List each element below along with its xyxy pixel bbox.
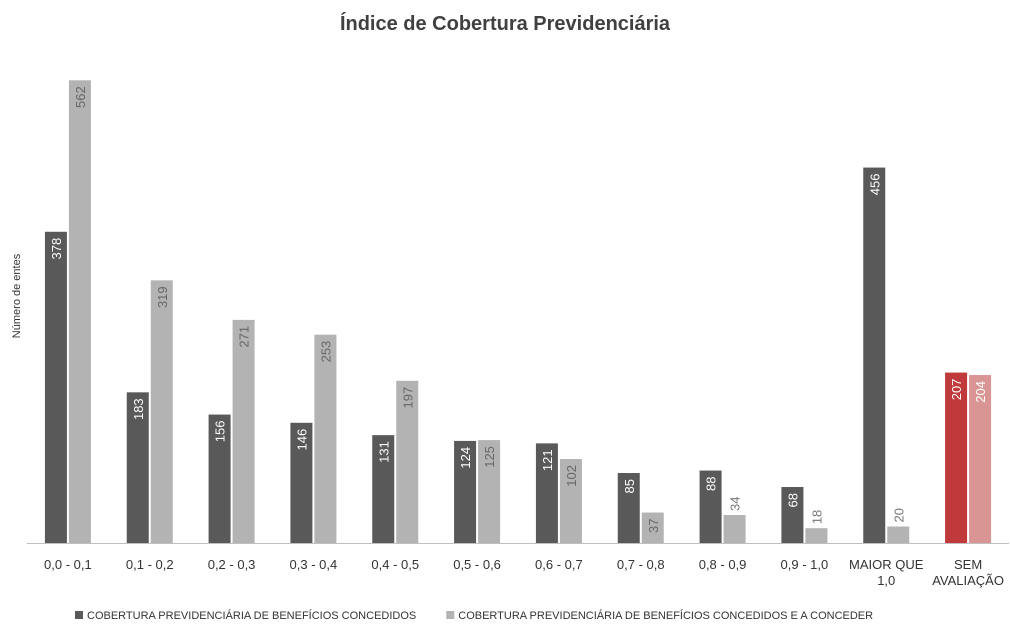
value-label: 378 [49, 238, 64, 260]
bar [372, 435, 395, 543]
value-label: 125 [482, 446, 497, 468]
bar [805, 528, 828, 543]
legend-swatch [446, 611, 455, 619]
bar [232, 319, 255, 543]
x-tick-label: SEM AVALIAÇÃO [932, 557, 1004, 588]
x-tick-label: 0,2 - 0,3 [207, 557, 256, 572]
value-label: 34 [728, 497, 743, 511]
x-tick-label: 0,4 - 0,5 [371, 557, 420, 572]
value-label: 131 [376, 441, 391, 463]
bar [396, 380, 419, 543]
legend-label: COBERTURA PREVIDENCIÁRIA DE BENEFÍCIOS C… [87, 609, 416, 622]
value-label: 18 [809, 510, 824, 524]
value-label: 37 [646, 519, 661, 533]
x-tick-label: 0,9 - 1,0 [780, 557, 829, 572]
x-tick-label: 0,1 - 0,2 [125, 557, 174, 572]
bar [314, 334, 337, 543]
bar [44, 231, 67, 543]
value-label: 207 [949, 379, 964, 401]
bar [723, 515, 746, 543]
bar [126, 392, 149, 543]
bar [535, 443, 558, 543]
value-label: 102 [564, 465, 579, 487]
chart-title: Índice de Cobertura Previdenciária [340, 12, 671, 35]
value-label: 68 [785, 493, 800, 507]
bar [150, 280, 173, 543]
x-tick-label: 0,0 - 0,1 [44, 557, 92, 572]
value-label: 146 [294, 429, 309, 451]
value-label: 156 [213, 421, 228, 443]
value-label: 562 [73, 86, 88, 108]
bar [641, 512, 664, 543]
bar [68, 80, 91, 543]
bar [781, 487, 804, 543]
value-label: 20 [891, 508, 906, 522]
bar [863, 167, 886, 543]
legend-label: COBERTURA PREVIDENCIÁRIA DE BENEFÍCIOS C… [458, 609, 873, 622]
x-tick-label: 0,5 - 0,6 [453, 557, 501, 572]
value-label: 456 [867, 174, 882, 196]
bar [478, 440, 501, 543]
legend-swatch [75, 611, 83, 619]
x-tick-label: 0,3 - 0,4 [289, 557, 338, 572]
bar [887, 526, 910, 543]
bar [290, 422, 313, 543]
bar [454, 440, 477, 543]
value-label: 124 [458, 447, 473, 469]
bar [617, 473, 640, 543]
value-label: 319 [155, 286, 170, 308]
bar [699, 470, 722, 543]
x-tick-label: 0,7 - 0,8 [616, 557, 665, 572]
bar [969, 375, 992, 543]
value-label: 271 [237, 326, 252, 348]
bar [559, 459, 582, 543]
value-label: 197 [400, 387, 415, 409]
x-tick-label: 0,8 - 0,9 [698, 557, 747, 572]
value-label: 85 [622, 479, 637, 493]
value-label: 183 [131, 398, 146, 420]
value-label: 204 [973, 381, 988, 403]
x-tick-label: MAIOR QUE 1,0 [849, 557, 924, 588]
value-label: 88 [704, 477, 719, 491]
y-axis-label: Número de entes [11, 253, 23, 338]
value-label: 253 [318, 341, 333, 363]
bar [208, 414, 231, 543]
value-label: 121 [540, 449, 555, 471]
bar [945, 372, 968, 543]
x-tick-label: 0,6 - 0,7 [535, 557, 583, 572]
